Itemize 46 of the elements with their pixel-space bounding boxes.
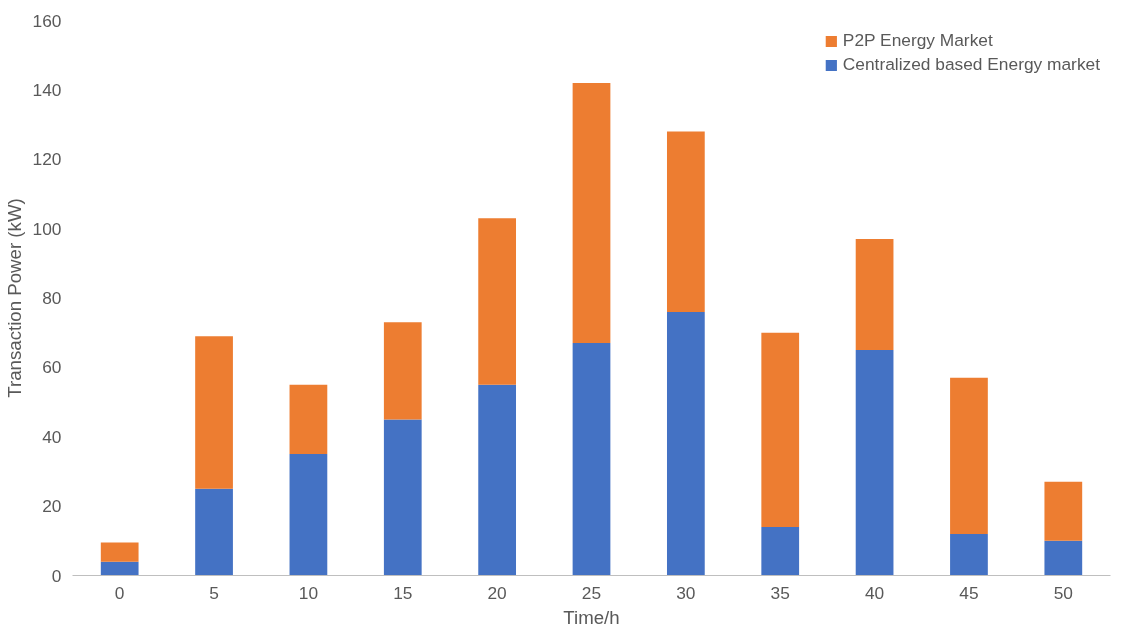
bar <box>478 218 517 385</box>
x-tick-label: 25 <box>581 582 602 603</box>
y-tick-label: 80 <box>42 288 62 308</box>
bar <box>950 377 988 534</box>
x-tick-label: 0 <box>114 582 125 603</box>
y-tick-label: 100 <box>32 218 62 239</box>
y-tick-label: 60 <box>42 357 62 378</box>
bar <box>572 343 611 576</box>
x-tick-label: 50 <box>1053 582 1073 603</box>
x-tick-label: 30 <box>676 582 696 603</box>
bar <box>1044 481 1083 541</box>
legend-label: P2P Energy Market <box>842 30 993 51</box>
legend-label: Centralized based Energy market <box>842 54 1100 75</box>
bar <box>855 350 894 576</box>
y-tick-label: 20 <box>42 496 62 517</box>
y-axis-title: Transaction Power (kW) <box>3 198 25 398</box>
bar <box>1044 540 1083 576</box>
bar <box>195 488 233 576</box>
x-tick-label: 5 <box>209 582 219 603</box>
bar <box>100 561 139 576</box>
bar <box>289 384 328 455</box>
bar <box>383 419 422 576</box>
x-tick-label: 40 <box>864 582 885 603</box>
bar <box>855 239 894 351</box>
x-tick-label: 10 <box>298 582 319 603</box>
bar <box>950 533 988 576</box>
bar <box>478 384 517 576</box>
y-tick-label: 40 <box>42 426 62 447</box>
bar <box>572 82 611 344</box>
bar <box>761 332 800 527</box>
y-tick-label: 140 <box>32 79 62 100</box>
y-tick-label: 120 <box>32 149 62 170</box>
x-tick-label: 45 <box>959 582 979 603</box>
bar <box>195 336 233 489</box>
bar <box>666 311 705 576</box>
bar <box>289 454 328 576</box>
bar <box>761 526 800 576</box>
x-tick-label: 35 <box>770 582 790 603</box>
x-tick-label: 20 <box>487 582 507 603</box>
bar <box>666 131 705 312</box>
bar <box>383 322 422 420</box>
bar <box>100 542 139 562</box>
x-axis-title: Time/h <box>563 606 620 628</box>
y-tick-label: 160 <box>32 10 62 31</box>
x-tick-label: 15 <box>393 582 413 603</box>
y-tick-label: 0 <box>51 565 62 586</box>
